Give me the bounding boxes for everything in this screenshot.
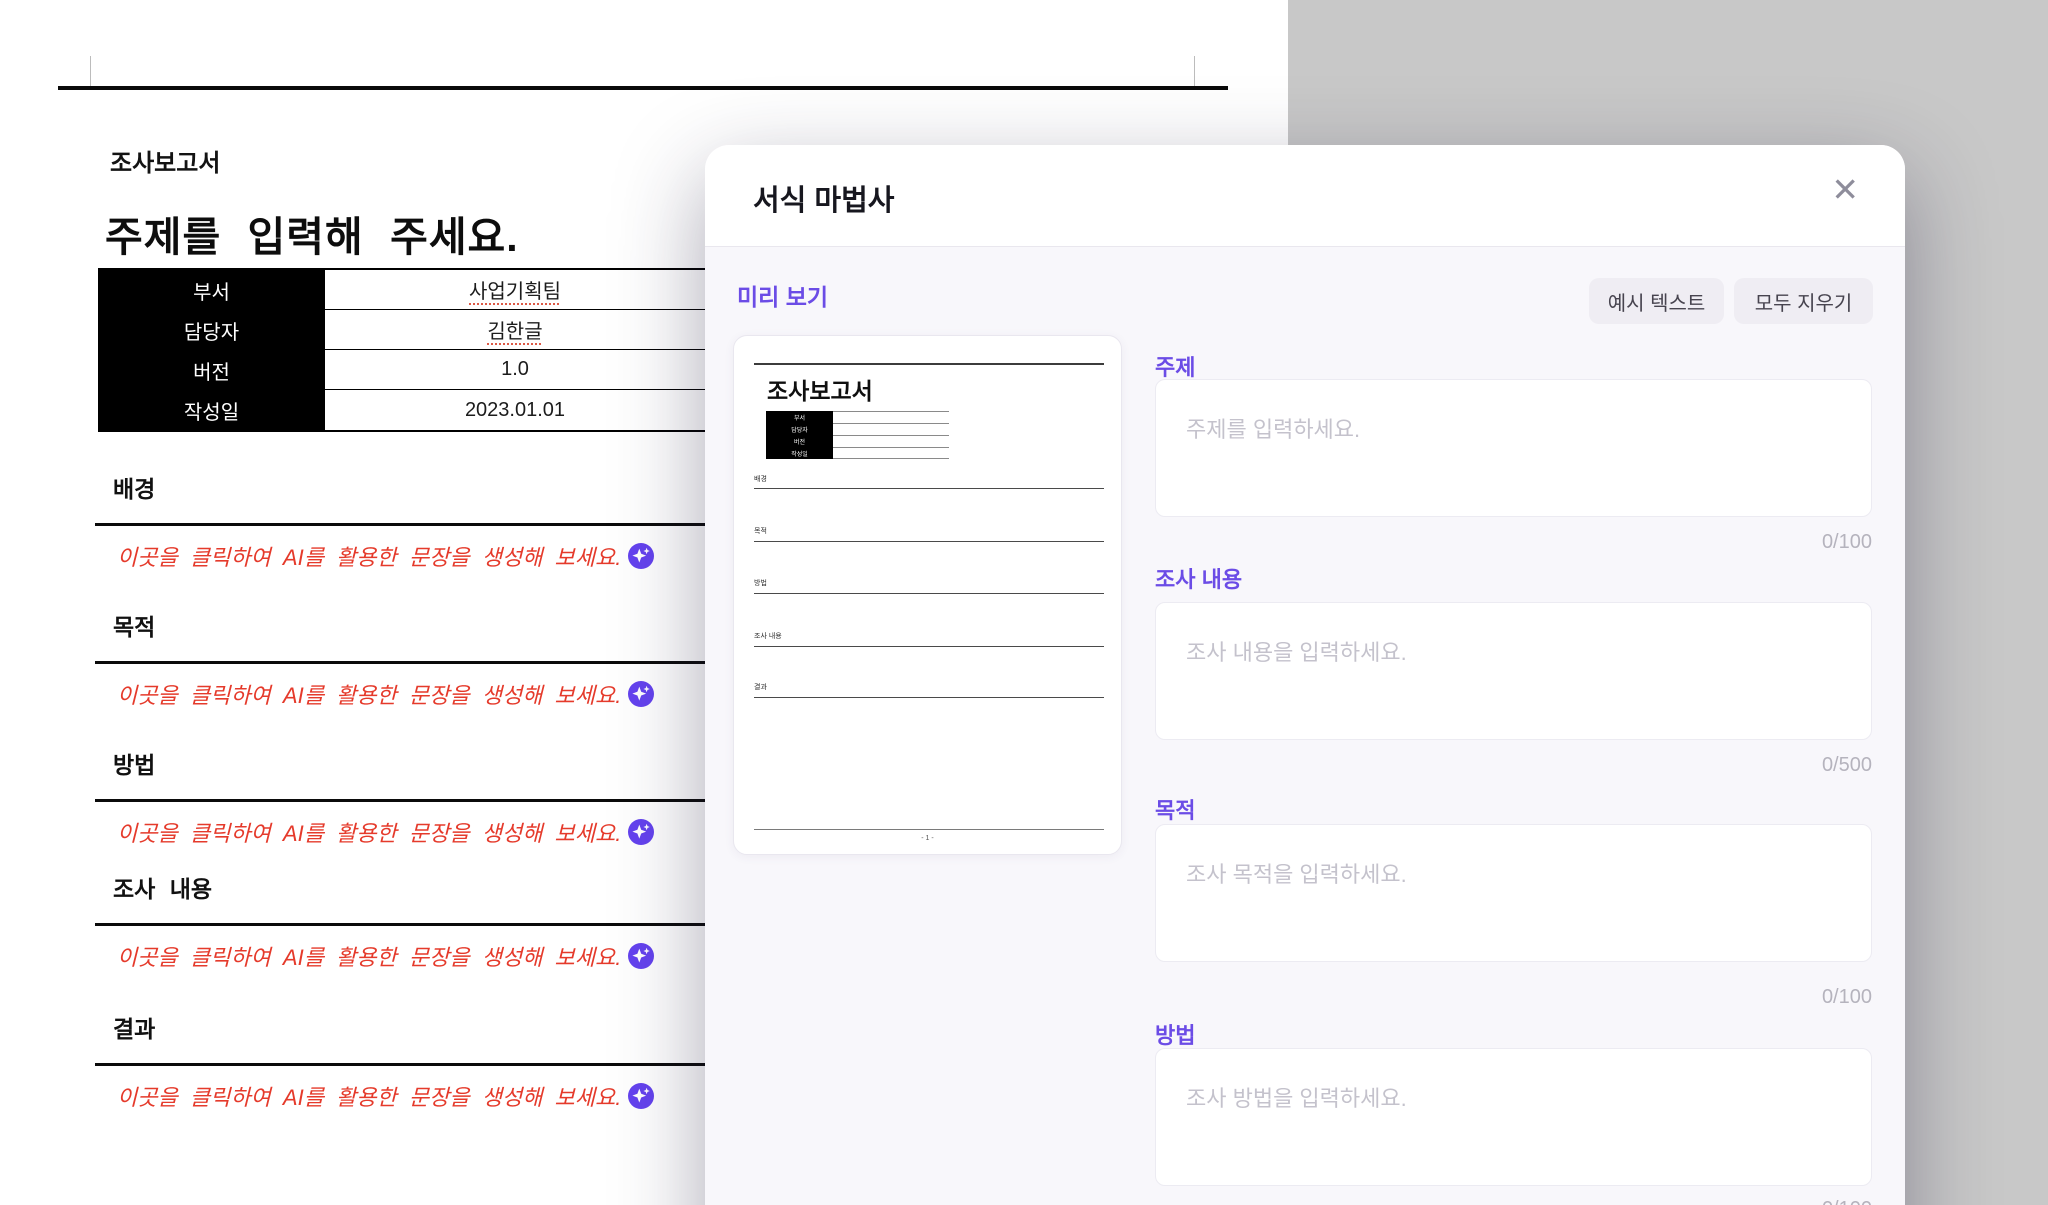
preview-section-label: 결과 <box>754 684 767 691</box>
section-purpose: 목적 이곳을 클릭하여 AI를 활용한 문장을 생성해 보세요. <box>95 608 715 718</box>
section-result: 결과 이곳을 클릭하여 AI를 활용한 문장을 생성해 보세요. <box>95 1010 715 1120</box>
dialog-header: 서식 마법사 ✕ <box>705 145 1905 247</box>
preview-section-label: 방법 <box>754 580 767 587</box>
preview-table-line <box>833 458 949 459</box>
document-preview-thumbnail: 조사보고서 부서 담당자 버전 작성일 배경 목적 방법 조사 내용 결과 - <box>733 335 1122 855</box>
table-row: 버전 1.0 <box>98 350 705 390</box>
ai-generate-prompt[interactable]: 이곳을 클릭하여 AI를 활용한 문장을 생성해 보세요. <box>117 540 655 572</box>
info-value-date[interactable]: 2023.01.01 <box>325 390 705 430</box>
preview-page-number: - 1 - <box>921 835 934 842</box>
section-method: 방법 이곳을 클릭하여 AI를 활용한 문장을 생성해 보세요. <box>95 746 715 856</box>
research-content-input[interactable] <box>1155 602 1872 740</box>
field-label-research-content: 조사 내용 <box>1155 567 1243 592</box>
format-wizard-dialog: 서식 마법사 ✕ 미리 보기 예시 텍스트 모두 지우기 조사보고서 부서 담당… <box>705 145 1905 1205</box>
ai-generate-prompt[interactable]: 이곳을 클릭하여 AI를 활용한 문장을 생성해 보세요. <box>117 816 655 848</box>
preview-section-line <box>754 541 1104 542</box>
info-label-manager: 담당자 <box>98 310 325 350</box>
preview-section-line <box>754 593 1104 594</box>
ai-prompt-text: 이곳을 클릭하여 AI를 활용한 문장을 생성해 보세요. <box>117 821 622 846</box>
header-rule <box>58 86 1228 90</box>
section-rule <box>95 523 715 526</box>
section-heading: 방법 <box>113 752 156 778</box>
table-row: 부서 사업기획팀 <box>98 270 705 310</box>
info-label-department: 부서 <box>98 270 325 310</box>
section-heading: 결과 <box>113 1016 156 1042</box>
char-counter-topic: 0/100 <box>1821 531 1872 553</box>
document-kind-label: 조사보고서 <box>110 150 221 177</box>
info-label-version: 버전 <box>98 350 325 390</box>
method-input[interactable] <box>1155 1048 1872 1186</box>
margin-tick-right <box>1194 56 1195 86</box>
char-counter-research-content: 0/500 <box>1821 754 1872 776</box>
preview-table-line <box>833 435 949 436</box>
document-page: 조사보고서 주제를 입력해 주세요. 부서 사업기획팀 담당자 김한글 버전 1… <box>58 56 1228 1120</box>
close-icon[interactable]: ✕ <box>1831 171 1859 208</box>
preview-table-line <box>833 423 949 424</box>
field-label-purpose: 목적 <box>1155 798 1196 823</box>
preview-section-line <box>754 697 1104 698</box>
ai-generate-prompt[interactable]: 이곳을 클릭하여 AI를 활용한 문장을 생성해 보세요. <box>117 940 655 972</box>
section-heading: 목적 <box>113 614 156 640</box>
preview-section-label: 미리 보기 <box>737 284 829 310</box>
ai-sparkle-icon[interactable] <box>628 543 655 569</box>
section-rule <box>95 1063 715 1066</box>
preview-section-line <box>754 488 1104 489</box>
preview-section-label: 목적 <box>754 528 767 535</box>
preview-table-label: 버전 <box>793 439 806 446</box>
info-value-manager[interactable]: 김한글 <box>325 310 705 350</box>
preview-section-label: 배경 <box>754 476 767 483</box>
margin-tick-left <box>90 56 91 86</box>
topic-input[interactable] <box>1155 379 1872 517</box>
section-heading: 배경 <box>113 476 156 502</box>
info-label-date: 작성일 <box>98 390 325 430</box>
ai-generate-prompt[interactable]: 이곳을 클릭하여 AI를 활용한 문장을 생성해 보세요. <box>117 1080 655 1112</box>
preview-doc-title: 조사보고서 <box>767 378 873 404</box>
ai-sparkle-icon[interactable] <box>628 681 655 707</box>
section-heading: 조사 내용 <box>113 876 213 902</box>
document-title[interactable]: 주제를 입력해 주세요. <box>105 214 519 260</box>
char-counter-method: 0/100 <box>1155 1198 1872 1205</box>
preview-table-label: 부서 <box>793 415 806 422</box>
preview-section-line <box>754 646 1104 647</box>
info-value-department[interactable]: 사업기획팀 <box>325 270 705 310</box>
section-background: 배경 이곳을 클릭하여 AI를 활용한 문장을 생성해 보세요. <box>95 470 715 580</box>
section-rule <box>95 923 715 926</box>
ai-sparkle-icon[interactable] <box>628 819 655 845</box>
ai-prompt-text: 이곳을 클릭하여 AI를 활용한 문장을 생성해 보세요. <box>117 683 622 708</box>
table-row: 담당자 김한글 <box>98 310 705 350</box>
ai-prompt-text: 이곳을 클릭하여 AI를 활용한 문장을 생성해 보세요. <box>117 1085 622 1110</box>
ai-prompt-text: 이곳을 클릭하여 AI를 활용한 문장을 생성해 보세요. <box>117 945 622 970</box>
char-counter-purpose: 0/100 <box>1821 986 1872 1008</box>
preview-section-label: 조사 내용 <box>754 633 782 640</box>
ai-sparkle-icon[interactable] <box>628 1083 655 1109</box>
field-label-method: 방법 <box>1155 1023 1196 1048</box>
preview-footer-rule <box>754 829 1104 830</box>
preview-table-label: 작성일 <box>791 451 808 458</box>
preview-info-table: 부서 담당자 버전 작성일 <box>766 411 833 459</box>
preview-table-label: 담당자 <box>791 427 808 434</box>
ai-prompt-text: 이곳을 클릭하여 AI를 활용한 문장을 생성해 보세요. <box>117 545 622 570</box>
info-table: 부서 사업기획팀 담당자 김한글 버전 1.0 작성일 2023.01.01 <box>98 268 707 432</box>
section-rule <box>95 661 715 664</box>
example-text-button[interactable]: 예시 텍스트 <box>1589 278 1724 324</box>
purpose-input[interactable] <box>1155 824 1872 962</box>
ai-generate-prompt[interactable]: 이곳을 클릭하여 AI를 활용한 문장을 생성해 보세요. <box>117 678 655 710</box>
section-rule <box>95 799 715 802</box>
preview-table-line <box>833 411 949 412</box>
info-value-version[interactable]: 1.0 <box>325 350 705 390</box>
ai-sparkle-icon[interactable] <box>628 943 655 969</box>
field-label-topic: 주제 <box>1155 355 1196 380</box>
preview-table-line <box>833 447 949 448</box>
section-research-content: 조사 내용 이곳을 클릭하여 AI를 활용한 문장을 생성해 보세요. <box>95 870 715 980</box>
clear-all-button[interactable]: 모두 지우기 <box>1734 278 1873 324</box>
table-row: 작성일 2023.01.01 <box>98 390 705 430</box>
dialog-title: 서식 마법사 <box>753 185 895 217</box>
preview-header-rule <box>754 363 1104 365</box>
